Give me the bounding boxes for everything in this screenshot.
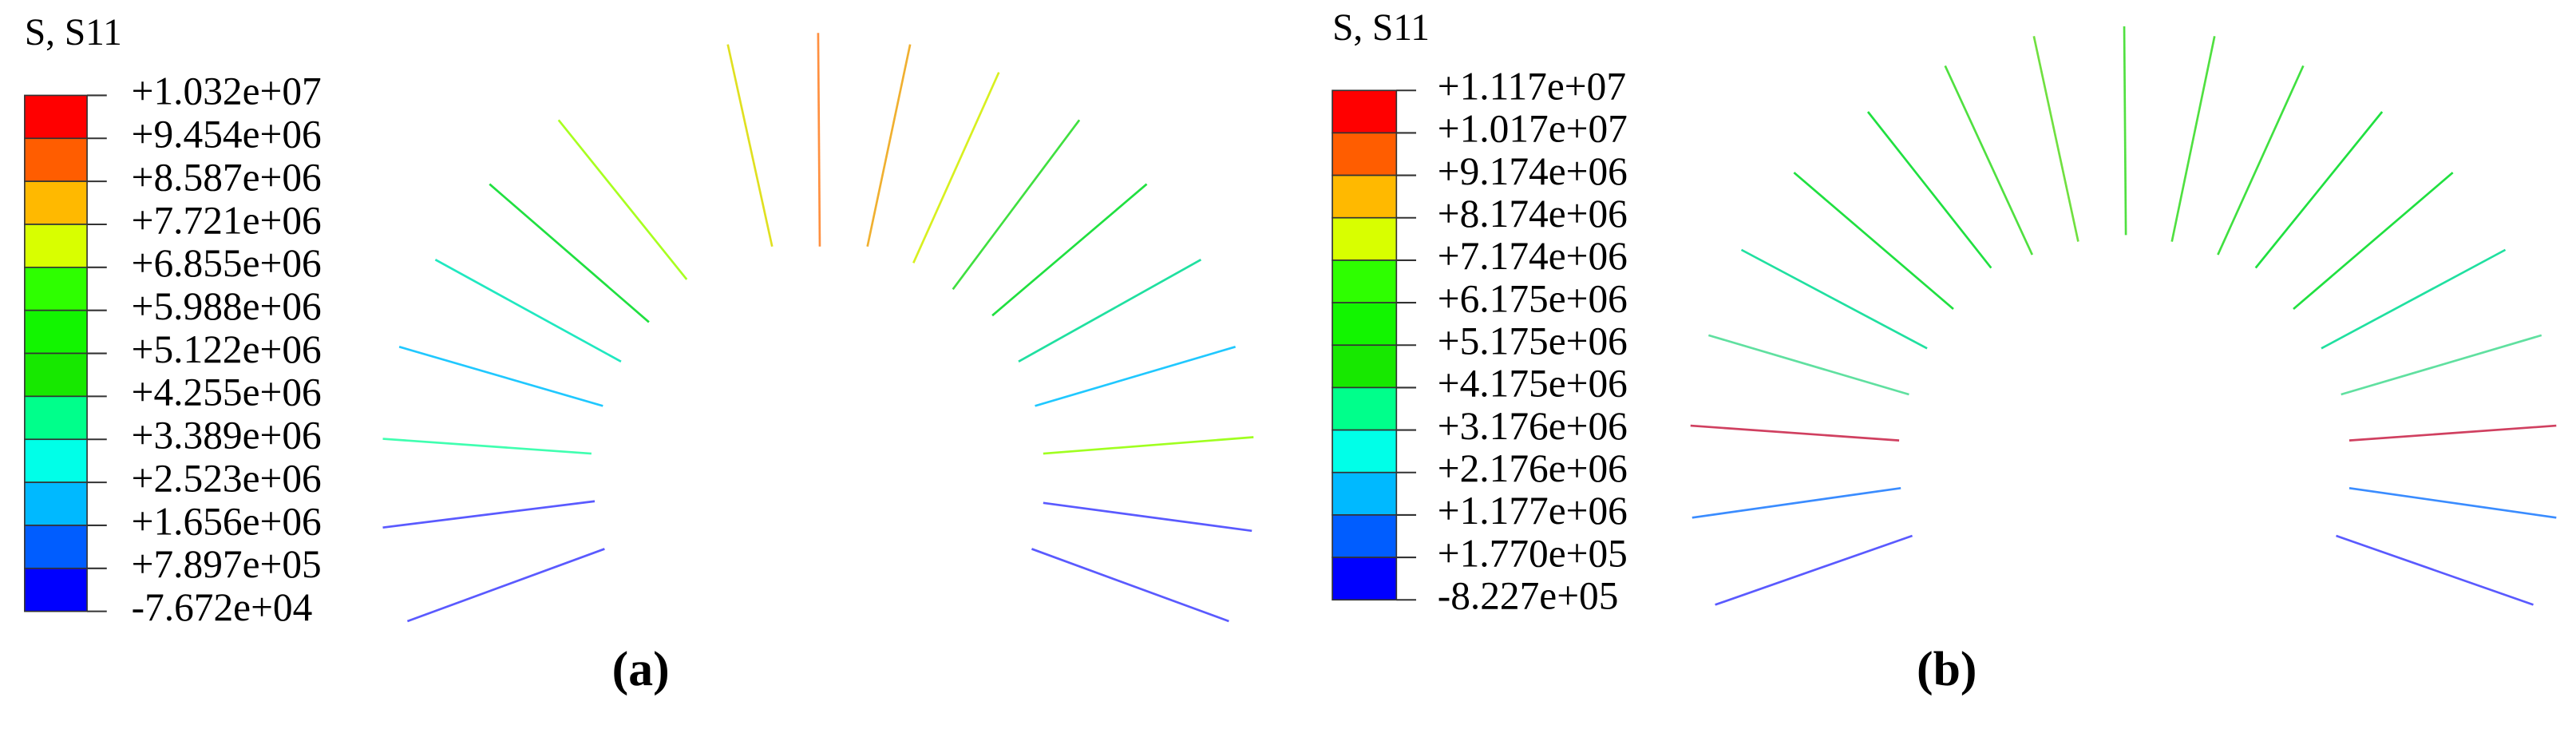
bolt xyxy=(1690,424,1900,442)
bolt xyxy=(1692,486,1901,519)
caption: (b) xyxy=(1917,642,1977,696)
legend-label: +1.656e+06 xyxy=(132,499,322,543)
legend-swatch xyxy=(24,180,88,225)
bolt xyxy=(557,119,688,280)
legend-label: +2.176e+06 xyxy=(1438,446,1628,490)
bolt xyxy=(1793,172,1954,310)
legend-title: S, S11 xyxy=(1332,7,1430,49)
legend-swatch xyxy=(24,309,88,355)
legend-label: +5.122e+06 xyxy=(132,327,322,371)
legend-label: +1.770e+05 xyxy=(1438,531,1628,575)
legend-label: +1.117e+07 xyxy=(1438,65,1626,109)
legend-swatch xyxy=(1332,174,1398,219)
legend-label: +3.176e+06 xyxy=(1438,404,1628,448)
bolt xyxy=(2123,26,2127,236)
legend-label: +6.855e+06 xyxy=(132,241,322,285)
bolt xyxy=(1043,501,1252,533)
bolt xyxy=(2348,486,2557,519)
legend-swatch xyxy=(1332,216,1398,261)
legend-swatch xyxy=(24,438,88,483)
bolt xyxy=(2336,534,2534,606)
panel: S, S11+1.032e+07+9.454e+06+8.587e+06+7.7… xyxy=(24,12,1254,696)
bolt xyxy=(2254,111,2384,269)
bolt xyxy=(434,259,622,363)
legend-label: +1.017e+07 xyxy=(1438,107,1628,151)
legend-label: +7.174e+06 xyxy=(1438,234,1628,278)
legend-label: +4.255e+06 xyxy=(132,370,322,414)
legend-swatch xyxy=(1332,386,1398,431)
legend-swatch xyxy=(1332,557,1398,601)
legend-label: +8.587e+06 xyxy=(132,155,322,199)
legend-swatch xyxy=(24,137,88,182)
legend-swatch xyxy=(24,94,88,140)
legend-swatch xyxy=(1332,302,1398,347)
bolt xyxy=(2217,65,2305,256)
bolt xyxy=(1707,334,1909,396)
legend-label: +2.523e+06 xyxy=(132,456,322,500)
bolt xyxy=(991,183,1148,317)
legend-swatch xyxy=(1332,514,1398,558)
legend-label: +7.897e+05 xyxy=(132,542,322,586)
bolt xyxy=(1043,436,1254,455)
legend-label: +1.032e+07 xyxy=(132,69,322,113)
caption: (a) xyxy=(612,642,670,696)
legend-swatch xyxy=(1332,344,1398,389)
legend-label: -7.672e+04 xyxy=(132,585,313,629)
legend-label: -8.227e+05 xyxy=(1438,574,1619,618)
legend-label: +4.175e+06 xyxy=(1438,362,1628,406)
bolt xyxy=(1018,259,1202,363)
bolt xyxy=(1715,534,1913,606)
legend-swatch xyxy=(24,395,88,441)
legend-swatch xyxy=(1332,260,1398,303)
bolt xyxy=(1035,346,1237,407)
bolt xyxy=(1944,65,2034,256)
bolt xyxy=(398,346,603,407)
bolt xyxy=(2321,248,2507,350)
bolt xyxy=(912,72,1000,263)
legend-swatch xyxy=(24,224,88,268)
bolt xyxy=(2170,36,2216,242)
legend-label: +3.389e+06 xyxy=(132,414,322,458)
bolt xyxy=(1740,248,1928,350)
legend-title: S, S11 xyxy=(25,12,122,53)
bolt xyxy=(866,44,912,248)
bolt xyxy=(726,44,774,248)
bolt xyxy=(817,33,821,247)
legend-label: +6.175e+06 xyxy=(1438,276,1628,320)
legend-swatch xyxy=(24,567,88,612)
bolt xyxy=(2293,172,2454,310)
legend-swatch xyxy=(1332,429,1398,473)
panel: S, S11+1.117e+07+1.017e+07+9.174e+06+8.1… xyxy=(1332,7,2557,696)
legend-swatch xyxy=(1332,89,1398,134)
legend-label: +9.174e+06 xyxy=(1438,149,1628,193)
legend-swatch xyxy=(24,481,88,526)
bolt xyxy=(406,548,605,623)
legend-swatch xyxy=(1332,132,1398,176)
legend-label: +5.988e+06 xyxy=(132,284,322,328)
legend-swatch xyxy=(24,267,88,311)
legend-label: +9.454e+06 xyxy=(132,113,322,157)
bolt xyxy=(2348,424,2557,442)
bolt xyxy=(2032,36,2079,242)
bolt xyxy=(952,119,1081,291)
legend-swatch xyxy=(24,525,88,569)
legend-label: +5.175e+06 xyxy=(1438,319,1628,363)
bolt xyxy=(2341,334,2542,396)
bolt xyxy=(489,183,650,323)
legend-swatch xyxy=(24,352,88,398)
bolt xyxy=(382,438,592,455)
bolt xyxy=(382,500,596,529)
bolt xyxy=(1031,548,1229,623)
legend-label: +8.174e+06 xyxy=(1438,192,1628,236)
legend-label: +1.177e+06 xyxy=(1438,489,1628,533)
bolt xyxy=(1866,111,1992,269)
legend-swatch xyxy=(1332,471,1398,516)
legend-label: +7.721e+06 xyxy=(132,198,322,242)
